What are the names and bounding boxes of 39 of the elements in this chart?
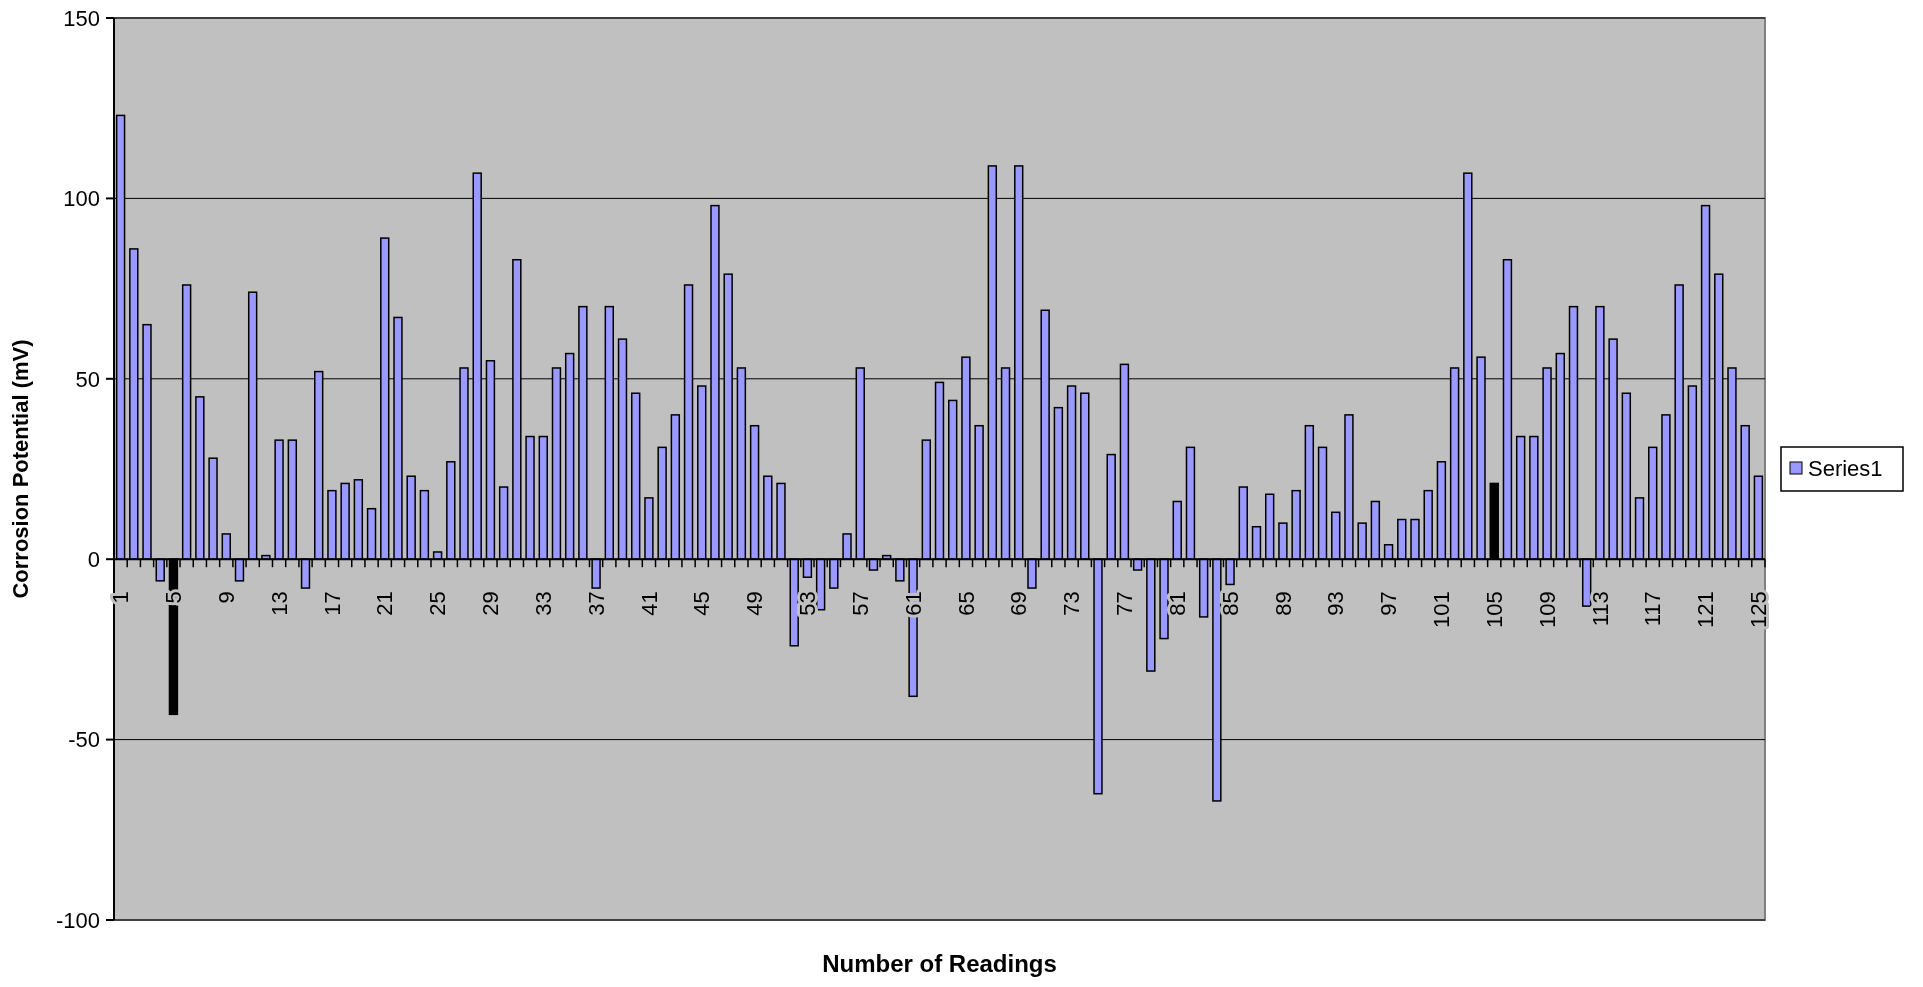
x-tick-label: 65 — [953, 591, 979, 616]
x-tick-label: 73 — [1059, 591, 1085, 616]
x-tick-label: 13 — [266, 591, 292, 616]
x-tick-label: 29 — [478, 591, 504, 616]
x-tick-label: 33 — [530, 591, 556, 616]
legend-label: Series1 — [1808, 455, 1883, 481]
x-tick-label: 109 — [1534, 591, 1560, 628]
x-tick-label: 69 — [1006, 591, 1032, 616]
y-tick-label: 0 — [87, 546, 100, 572]
x-tick-label: 41 — [636, 591, 662, 616]
x-tick-label: 85 — [1217, 591, 1243, 616]
x-axis-title: Number of Readings — [822, 950, 1057, 977]
y-tick-label: 150 — [63, 5, 100, 31]
x-tick-label: 61 — [900, 591, 926, 616]
x-tick-label: 81 — [1164, 591, 1190, 616]
x-tick-label: 49 — [742, 591, 768, 616]
x-tick-label: 53 — [795, 591, 821, 616]
y-tick-label: 50 — [75, 366, 100, 392]
x-tick-label: 17 — [319, 591, 345, 616]
x-tick-label: 77 — [1112, 591, 1138, 616]
x-tick-label: 105 — [1481, 591, 1507, 628]
x-tick-label: 125 — [1746, 591, 1772, 628]
x-tick-label: 21 — [372, 591, 398, 616]
y-axis-title: Corrosion Potential (mV) — [8, 339, 33, 599]
x-tick-label: 117 — [1640, 591, 1666, 627]
x-tick-label: 25 — [425, 591, 451, 616]
x-tick-label: 101 — [1429, 591, 1455, 628]
x-tick-label: 57 — [847, 591, 873, 616]
x-tick-label: 113 — [1587, 591, 1613, 627]
x-tick-label: 9 — [213, 591, 239, 604]
y-tick-label: -100 — [55, 907, 100, 933]
x-tick-label: 93 — [1323, 591, 1349, 616]
y-tick-label: 100 — [63, 186, 100, 212]
x-tick-label: 45 — [689, 591, 715, 616]
x-tick-label: 37 — [583, 591, 609, 616]
y-tick-label: -50 — [68, 727, 100, 753]
x-tick-label: 121 — [1693, 591, 1719, 628]
x-tick-label: 89 — [1270, 591, 1296, 616]
x-tick-label: 97 — [1376, 591, 1402, 616]
